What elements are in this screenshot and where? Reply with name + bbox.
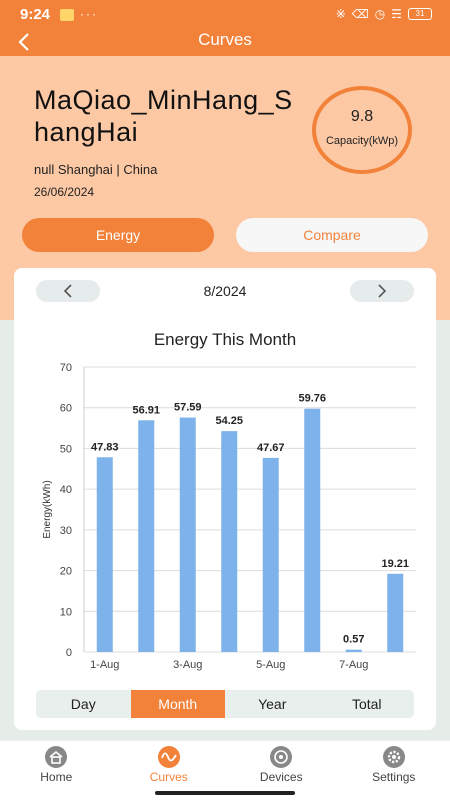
data-label: 54.25 [215,415,243,427]
data-label: 47.67 [257,442,285,454]
range-tab-day[interactable]: Day [70,696,96,712]
y-tick-label: 30 [60,525,72,537]
notification-icons: ··· [60,7,98,21]
data-label: 59.76 [298,393,326,405]
plant-date: 26/06/2024 [34,185,95,199]
bar-6-Aug [304,408,321,652]
nav-label-settings: Settings [372,770,416,784]
bar-3-Aug [179,417,196,652]
battery-icon: 31 [408,8,432,20]
range-tabs: Day Month Year Total [36,690,414,718]
y-tick-label: 60 [60,403,72,415]
y-tick-label: 70 [60,362,72,374]
y-tick-label: 0 [66,647,72,659]
capacity-ring [312,86,412,174]
next-period-button[interactable] [350,280,414,302]
bottom-navigation: Home Curves Devices Settings [0,740,450,800]
nav-label-home: Home [40,770,73,784]
period-label: 8/2024 [203,283,247,299]
chevron-right-icon [378,284,387,298]
energy-tab-button[interactable]: Energy [22,218,214,252]
range-tab-year[interactable]: Year [258,696,287,712]
nav-label-devices: Devices [259,770,303,784]
nav-devices[interactable]: Devices [225,741,338,800]
data-label: 0.57 [343,634,364,646]
range-tab-total[interactable]: Total [351,696,382,712]
alarm-icon: ◷ [374,7,386,21]
y-axis-label: Energy(kWh) [42,480,53,538]
x-tick-label: 7-Aug [339,659,368,671]
plant-name: MaQiao_MinHang_ShangHai [34,85,293,147]
x-tick-label: 5-Aug [256,659,285,671]
settings-icon [382,746,405,768]
bar-1-Aug [96,457,113,652]
capacity-label: Capacity(kWp) [325,135,399,147]
page-title: Curves [198,30,252,49]
x-tick-label: 3-Aug [173,659,202,671]
nav-home[interactable]: Home [0,741,113,800]
previous-period-button[interactable] [36,280,100,302]
y-tick-label: 10 [60,606,72,618]
compare-tab-button[interactable]: Compare [236,218,428,252]
status-time: 9:24 [20,6,51,23]
bar-7-Aug [345,649,362,652]
data-label: 19.21 [381,558,409,570]
bar-2-Aug [138,420,155,652]
y-tick-label: 40 [60,484,72,496]
x-tick-label: 1-Aug [90,659,119,671]
y-tick-label: 20 [60,566,72,578]
home-icon [45,746,68,768]
y-tick-label: 50 [60,443,72,455]
nav-settings[interactable]: Settings [338,741,450,800]
data-label: 57.59 [174,402,202,414]
plant-location: null Shanghai | China [34,162,158,177]
bar-5-Aug [262,457,279,652]
nav-label-curves: Curves [149,770,188,784]
app-header [0,28,450,56]
chart-title: Energy This Month [153,330,297,349]
chevron-left-icon [63,284,72,298]
data-label: 56.91 [132,404,160,416]
bluetooth-icon: ※ [335,7,346,21]
system-icons: ※ ⌫ ◷ ☴ 31 [336,7,432,21]
status-bar [0,0,450,28]
chat-notification-icon [60,8,74,21]
more-notifications: ··· [80,7,98,21]
bar-8-Aug [387,573,404,652]
back-arrow-icon[interactable] [10,28,38,56]
range-tab-month[interactable]: Month [130,690,225,718]
nav-curves[interactable]: Curves [113,741,226,800]
energy-bar-chart: 0 10 20 30 40 50 60 70 Energy(kWh) 47.83 1-Aug 56.9… [42,362,416,671]
gesture-bar [155,791,295,795]
mute-icon: ⌫ [351,7,369,21]
bar-4-Aug [221,431,238,652]
devices-icon [270,746,293,768]
curves-icon [157,746,180,768]
data-label: 47.83 [91,441,119,453]
capacity-value: 9.8 [350,108,374,125]
wifi-icon: ☴ [391,7,402,21]
